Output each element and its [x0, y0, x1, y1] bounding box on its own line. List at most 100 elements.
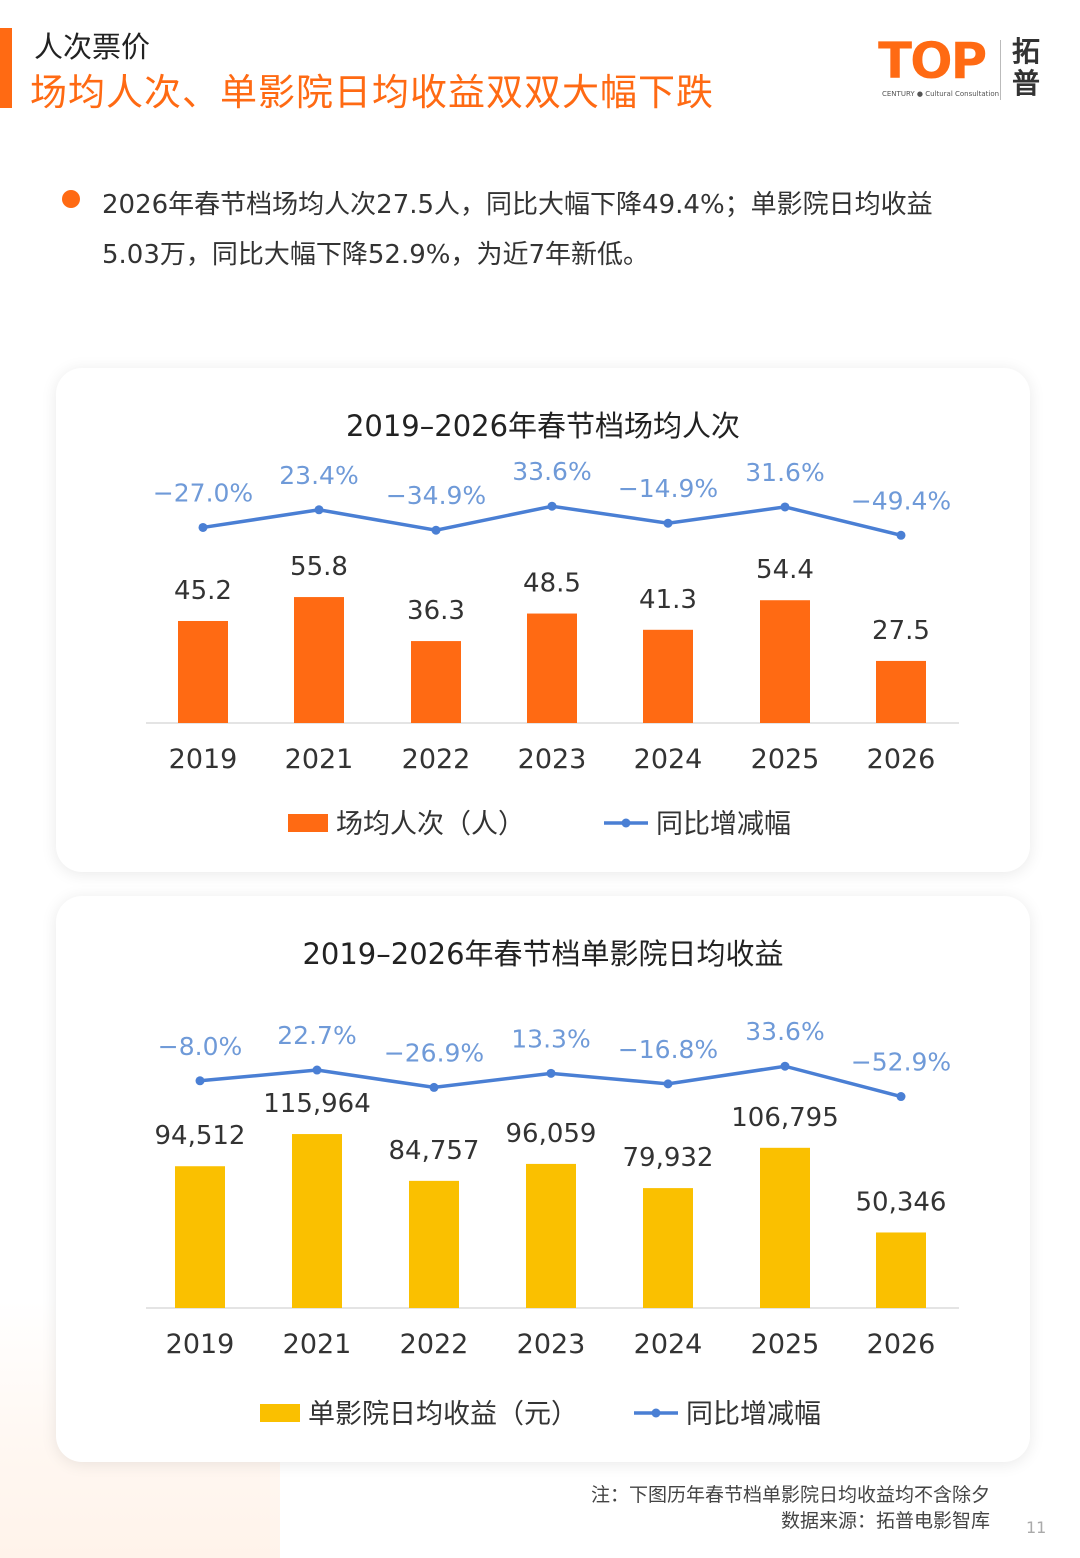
yoy-label: 33.6%	[745, 1017, 824, 1046]
yoy-label: 31.6%	[745, 458, 824, 487]
bar-value-label: 115,964	[263, 1089, 371, 1119]
bar-value-label: 50,346	[856, 1187, 947, 1217]
bar-value-label: 45.2	[174, 576, 232, 606]
yoy-point	[312, 1065, 322, 1075]
yoy-label: −26.9%	[384, 1038, 484, 1067]
yoy-label: 22.7%	[277, 1021, 356, 1050]
category-label: 2024	[634, 744, 703, 775]
yoy-label: −52.9%	[851, 1048, 951, 1077]
chart-attendance: 2019–2026年春节档场均人次 45.2 2019 55.8 2021 36.3 202…	[146, 409, 959, 840]
logo-divider	[1000, 40, 1001, 100]
bar	[178, 620, 228, 723]
chart-title: 2019–2026年春节档场均人次	[346, 409, 740, 443]
yoy-point	[198, 522, 208, 532]
yoy-label: −14.9%	[618, 474, 718, 503]
category-label: 2025	[751, 744, 820, 775]
yoy-point	[431, 525, 441, 535]
logo-mark: TOP	[878, 32, 987, 90]
bar-value-label: 96,059	[506, 1119, 597, 1149]
bar-value-label: 41.3	[639, 585, 697, 615]
yoy-point	[547, 501, 557, 511]
yoy-label: 33.6%	[512, 457, 591, 486]
category-label: 2021	[283, 1329, 352, 1360]
bar	[876, 660, 926, 723]
yoy-label: −49.4%	[851, 486, 951, 515]
chart-title: 2019–2026年春节档单影院日均收益	[302, 937, 783, 971]
legend-bar-swatch	[288, 814, 328, 832]
title-accent-bar	[0, 28, 12, 108]
yoy-point	[780, 502, 790, 512]
yoy-point	[195, 1076, 205, 1086]
category-label: 2024	[634, 1329, 703, 1360]
legend-bar-label: 场均人次（人）	[336, 809, 525, 840]
bar-value-label: 94,512	[155, 1121, 246, 1151]
bar-value-label: 27.5	[872, 616, 930, 646]
legend-line-label: 同比增减幅	[656, 809, 791, 840]
footnote: 注：下图历年春节档单影院日均收益均不含除夕 数据来源：拓普电影智库	[591, 1482, 990, 1534]
footnote-source: 数据来源：拓普电影智库	[780, 1510, 990, 1532]
bar	[175, 1166, 225, 1308]
yoy-point	[896, 530, 906, 540]
bar-value-label: 106,795	[731, 1103, 839, 1133]
bar	[760, 1147, 810, 1308]
yoy-label: −34.9%	[386, 481, 486, 510]
yoy-point	[546, 1068, 556, 1078]
yoy-point	[663, 518, 673, 528]
legend-line-point	[621, 818, 631, 828]
legend-line-point	[651, 1408, 661, 1418]
yoy-point	[780, 1061, 790, 1071]
logo-chinese-2: 普	[1012, 67, 1041, 100]
logo-chinese-1: 拓	[1012, 35, 1041, 68]
yoy-point	[663, 1079, 673, 1089]
bar	[527, 613, 577, 723]
bar	[526, 1163, 576, 1308]
yoy-label: −16.8%	[618, 1035, 718, 1064]
bar-value-label: 48.5	[523, 569, 581, 599]
summary-line-1: 2026年春节档场均人次27.5人，同比大幅下降49.4%；单影院日均收益	[102, 190, 933, 220]
chart-revenue: 2019–2026年春节档单影院日均收益 94,512 2019 115,964 202…	[146, 937, 959, 1430]
category-label: 2022	[402, 744, 471, 775]
yoy-label: −8.0%	[158, 1032, 242, 1061]
bullet-dot	[62, 190, 80, 208]
legend-line-label: 同比增减幅	[686, 1399, 821, 1430]
bar-value-label: 54.4	[756, 555, 814, 585]
category-label: 2025	[751, 1329, 820, 1360]
category-label: 2019	[169, 744, 238, 775]
summary-line-2: 5.03万，同比大幅下降52.9%，为近7年新低。	[102, 240, 650, 270]
bar	[643, 629, 693, 723]
bar	[760, 600, 810, 723]
bar	[294, 597, 344, 723]
category-label: 2026	[867, 744, 936, 775]
page-headline: 场均人次、单影院日均收益双双大幅下跌	[30, 71, 714, 114]
bar	[411, 641, 461, 723]
bar	[292, 1134, 342, 1308]
bar	[876, 1232, 926, 1308]
category-label: 2026	[867, 1329, 936, 1360]
logo-chinese: 拓 普	[1012, 36, 1048, 100]
yoy-point	[429, 1082, 439, 1092]
yoy-point	[896, 1092, 906, 1102]
footnote-note: 注：下图历年春节档单影院日均收益均不含除夕	[590, 1484, 990, 1506]
bar	[643, 1188, 693, 1308]
chart-card-attendance: 2019–2026年春节档场均人次 45.2 2019 55.8 2021 36.3 202…	[56, 368, 1030, 872]
top-logo: TOP CENTURY ● Cultural Consultation 拓 普	[878, 34, 1058, 104]
legend-bar-swatch	[260, 1404, 300, 1422]
yoy-label: −27.0%	[153, 478, 253, 507]
category-label: 2022	[400, 1329, 469, 1360]
chart-card-revenue: 2019–2026年春节档单影院日均收益 94,512 2019 115,964 202…	[56, 896, 1030, 1462]
logo-subtext: CENTURY ● Cultural Consultation	[882, 90, 1000, 98]
yoy-label: 13.3%	[511, 1024, 590, 1053]
category-label: 2019	[166, 1329, 235, 1360]
yoy-point	[314, 505, 324, 515]
section-subtitle: 人次票价	[34, 30, 151, 64]
legend-bar-label: 单影院日均收益（元）	[308, 1399, 578, 1430]
category-label: 2023	[518, 744, 587, 775]
page-number: 11	[1026, 1518, 1047, 1537]
summary-bullet: 2026年春节档场均人次27.5人，同比大幅下降49.4%；单影院日均收益 5.…	[102, 180, 1042, 280]
bar-value-label: 55.8	[290, 552, 348, 582]
yoy-label: 23.4%	[279, 461, 358, 490]
category-label: 2023	[517, 1329, 586, 1360]
bar-value-label: 36.3	[407, 596, 465, 626]
bar	[409, 1180, 459, 1308]
bar-value-label: 79,932	[623, 1143, 714, 1173]
